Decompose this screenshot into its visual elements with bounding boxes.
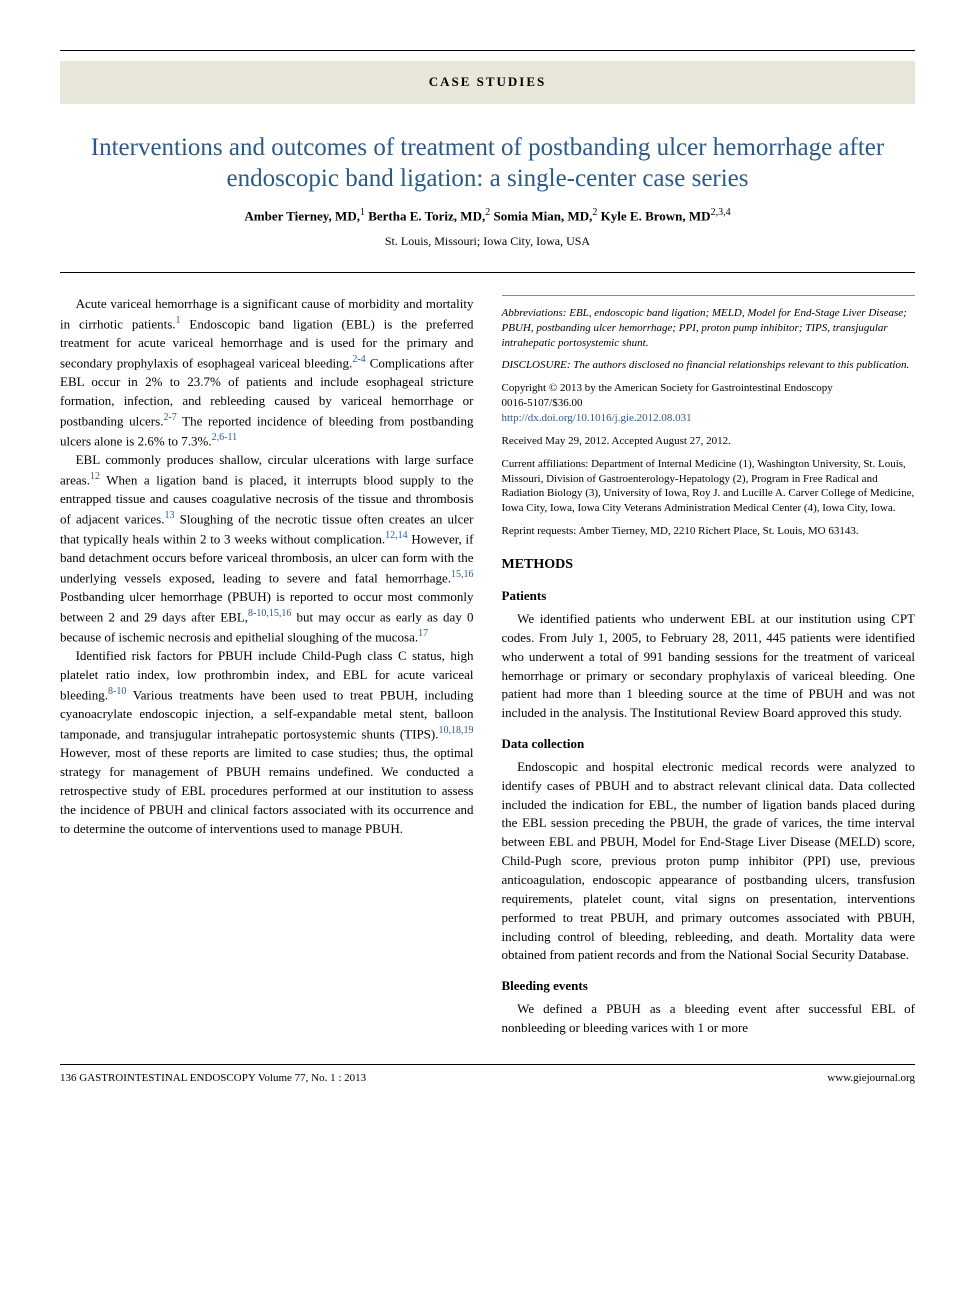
received-accepted: Received May 29, 2012. Accepted August 2…	[502, 434, 916, 449]
patients-para: We identified patients who underwent EBL…	[502, 610, 916, 723]
ref-8-10-15-16[interactable]: 8-10,15,16	[248, 608, 291, 619]
author-4: Kyle E. Brown, MD	[601, 209, 711, 224]
disclosure: DISCLOSURE: The authors disclosed no fin…	[502, 358, 916, 373]
reprint-requests: Reprint requests: Amber Tierney, MD, 221…	[502, 524, 916, 539]
article-title: Interventions and outcomes of treatment …	[80, 132, 895, 195]
page-footer: 136 GASTROINTESTINAL ENDOSCOPY Volume 77…	[60, 1064, 915, 1087]
ref-2-6-11[interactable]: 2,6-11	[212, 432, 237, 443]
patients-heading: Patients	[502, 587, 916, 606]
author-1: Amber Tierney, MD,	[244, 209, 360, 224]
authors-line: Amber Tierney, MD,1 Bertha E. Toriz, MD,…	[60, 206, 915, 226]
ref-17[interactable]: 17	[418, 628, 428, 639]
body-columns: Acute variceal hemorrhage is a significa…	[60, 295, 915, 1038]
ref-12-14[interactable]: 12,14	[385, 530, 408, 541]
bleeding-events-heading: Bleeding events	[502, 977, 916, 996]
author-3: Somia Mian, MD,	[493, 209, 592, 224]
methods-heading: METHODS	[502, 555, 916, 575]
footnote-block: Abbreviations: EBL, endoscopic band liga…	[502, 295, 916, 539]
ref-12[interactable]: 12	[90, 471, 100, 482]
ref-8-10[interactable]: 8-10	[108, 686, 126, 697]
author-4-affil: 2,3,4	[711, 207, 731, 218]
para-1: Acute variceal hemorrhage is a significa…	[60, 295, 474, 451]
header-rule	[60, 272, 915, 273]
data-collection-para: Endoscopic and hospital electronic medic…	[502, 758, 916, 965]
ref-13[interactable]: 13	[165, 510, 175, 521]
author-1-affil: 1	[360, 207, 365, 218]
footer-right: www.giejournal.org	[827, 1071, 915, 1087]
author-2-affil: 2	[485, 207, 490, 218]
author-3-affil: 2	[592, 207, 597, 218]
para-2: EBL commonly produces shallow, circular …	[60, 451, 474, 647]
para-3: Identified risk factors for PBUH include…	[60, 647, 474, 838]
bleeding-events-para: We defined a PBUH as a bleeding event af…	[502, 1000, 916, 1038]
ref-15-16[interactable]: 15,16	[451, 569, 474, 580]
current-affiliations: Current affiliations: Department of Inte…	[502, 457, 916, 516]
top-rule	[60, 50, 915, 51]
abbreviations: Abbreviations: EBL, endoscopic band liga…	[502, 306, 916, 351]
author-2: Bertha E. Toriz, MD,	[368, 209, 485, 224]
section-banner: CASE STUDIES	[60, 61, 915, 104]
ref-2-7[interactable]: 2-7	[163, 412, 176, 423]
doi-link[interactable]: http://dx.doi.org/10.1016/j.gie.2012.08.…	[502, 412, 692, 424]
ref-2-4[interactable]: 2-4	[352, 354, 365, 365]
data-collection-heading: Data collection	[502, 735, 916, 754]
ref-10-18-19[interactable]: 10,18,19	[439, 725, 474, 736]
copyright: Copyright © 2013 by the American Society…	[502, 381, 916, 426]
footer-left: 136 GASTROINTESTINAL ENDOSCOPY Volume 77…	[60, 1071, 366, 1087]
affiliation-location: St. Louis, Missouri; Iowa City, Iowa, US…	[60, 233, 915, 250]
